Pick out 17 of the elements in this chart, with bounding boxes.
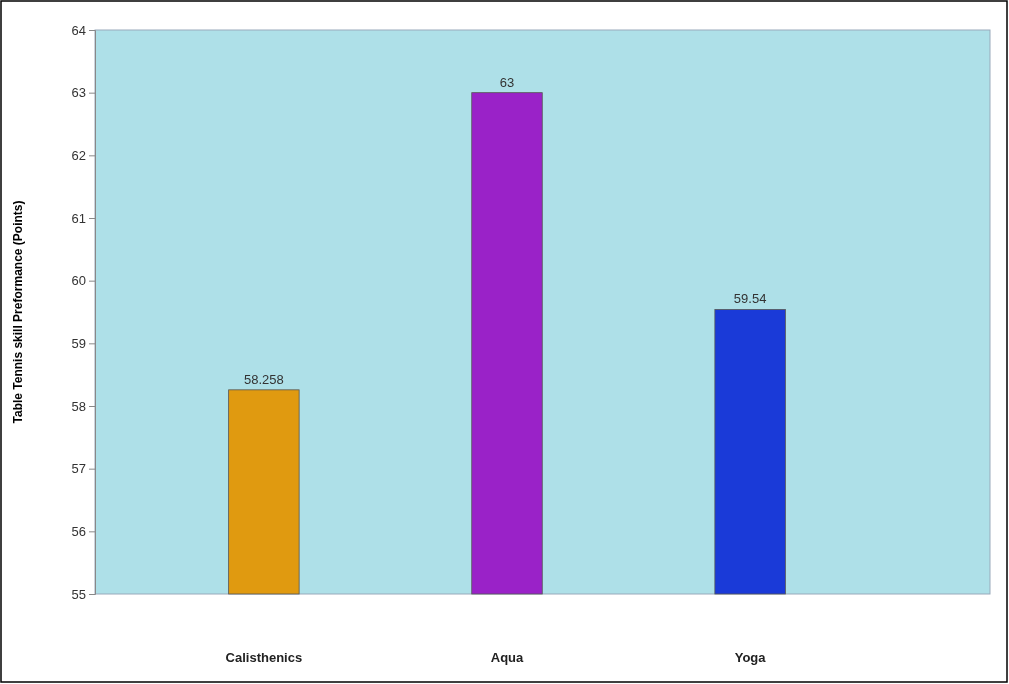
y-tick-label: 56 bbox=[71, 523, 86, 539]
y-tick-label: 61 bbox=[71, 210, 86, 226]
y-tick-label: 63 bbox=[71, 85, 86, 101]
y-tick-label: 60 bbox=[71, 273, 86, 289]
y-tick-label: 64 bbox=[71, 22, 86, 38]
y-tick-label: 58 bbox=[71, 398, 86, 414]
x-tick-label: Aqua bbox=[490, 650, 525, 665]
y-tick-label: 57 bbox=[71, 461, 86, 477]
y-tick-label: 59 bbox=[71, 335, 86, 351]
data-label: 58.258 bbox=[243, 371, 284, 387]
data-label: 59.54 bbox=[733, 291, 767, 307]
x-tick-label: Yoga bbox=[734, 650, 767, 665]
x-tick-label: Calisthenics bbox=[225, 650, 303, 665]
y-tick-label: 55 bbox=[71, 586, 86, 602]
y-tick-label: 62 bbox=[71, 147, 86, 163]
y-axis-title: Table Tennis skill Preformance (Points) bbox=[11, 200, 25, 424]
data-label: 63 bbox=[499, 74, 515, 90]
